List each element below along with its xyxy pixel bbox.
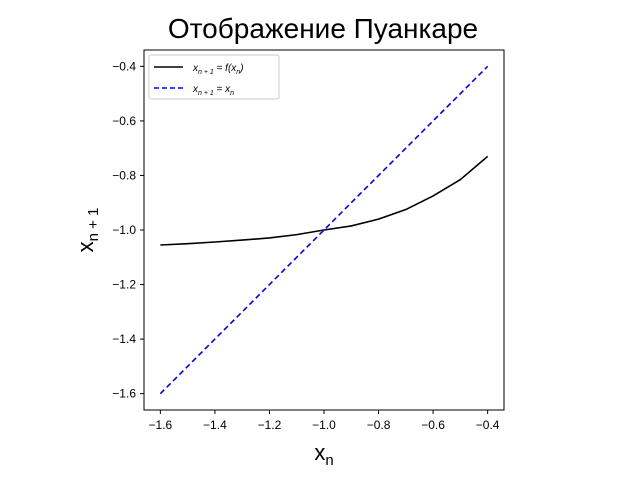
- legend-label: xn + 1 = f(xn): [192, 63, 244, 76]
- chart-title: Отображение Пуанкаре: [168, 13, 478, 44]
- x-tick-label: −0.6: [421, 418, 445, 432]
- legend-label: xn + 1 = xn: [192, 84, 234, 97]
- x-tick-label: −1.4: [203, 418, 227, 432]
- series-line-2: [159, 65, 489, 395]
- x-tick-label: −1.0: [312, 418, 336, 432]
- y-tick-label: −1.4: [112, 332, 136, 346]
- y-tick-label: −0.6: [112, 114, 136, 128]
- x-tick-label: −0.4: [476, 418, 500, 432]
- y-tick-label: −0.8: [112, 168, 136, 182]
- plot-area: [159, 65, 489, 395]
- x-tick-label: −0.8: [367, 418, 391, 432]
- y-axis-label: xn + 1: [73, 208, 102, 253]
- x-tick-label: −1.6: [149, 418, 173, 432]
- x-axis-label: xn: [314, 440, 333, 469]
- y-tick-label: −1.0: [112, 223, 136, 237]
- series-line-1: [160, 155, 489, 246]
- y-tick-label: −1.6: [112, 387, 136, 401]
- y-tick-label: −1.2: [112, 278, 136, 292]
- x-tick-label: −1.2: [258, 418, 282, 432]
- axes: −1.6 −1.4 −1.2 −1.0 −0.8 −0.6 −0.4 −1.6 −1.4 −1.2…: [73, 49, 505, 469]
- legend: xn + 1 = f(xn) xn + 1 = xn: [148, 54, 280, 100]
- y-tick-label: −0.4: [112, 59, 136, 73]
